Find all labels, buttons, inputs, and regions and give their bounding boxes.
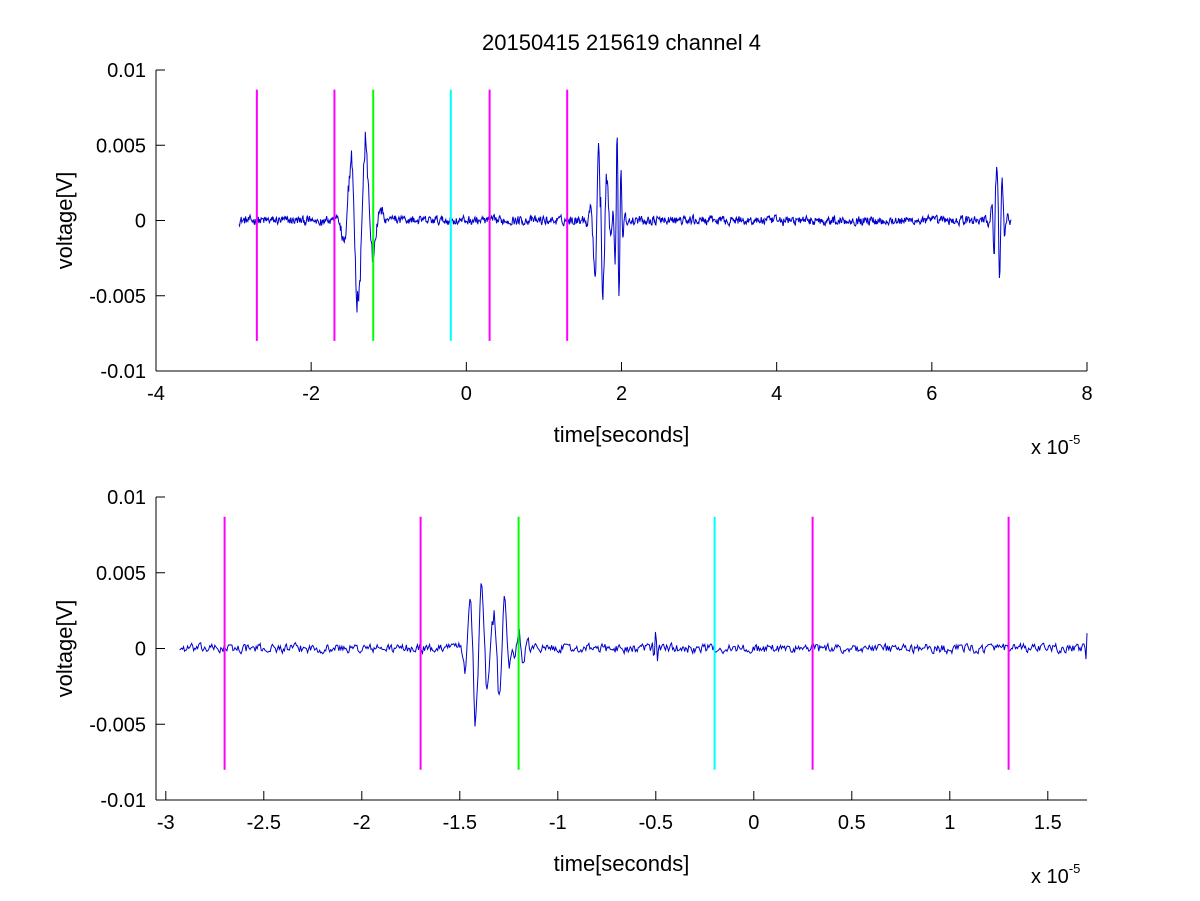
y-axis-label: voltage[V] (52, 600, 77, 698)
x-tick-label: 1 (944, 812, 955, 834)
x-tick-label: -0.5 (639, 812, 673, 834)
x-tick-label: 2 (616, 383, 627, 405)
x-tick-label: -1 (549, 812, 567, 834)
x-tick-label: 8 (1081, 383, 1092, 405)
x-tick-label: 1.5 (1034, 812, 1062, 834)
x-tick-label: 4 (771, 383, 782, 405)
x-tick-label: 6 (926, 383, 937, 405)
top-plot: 20150415 215619 channel 4 -4 -2 0 2 4 6 8 -0.01 -… (52, 30, 1093, 459)
x-tick-label: 0.5 (838, 812, 866, 834)
x-multiplier-base: x 10 (1031, 437, 1069, 459)
y-tick-label: 0.01 (107, 60, 146, 82)
x-tick-label: -4 (147, 383, 165, 405)
y-tick-label: 0.005 (96, 563, 146, 585)
x-tick-label: -1.5 (443, 812, 477, 834)
x-multiplier-label: x 10-5 (1031, 432, 1080, 459)
x-tick-label: -2 (353, 812, 371, 834)
signal-series-line (179, 583, 1088, 727)
x-axis-label: time[seconds] (554, 422, 690, 447)
y-tick-label: 0 (135, 639, 146, 661)
x-tick-label: -2 (302, 383, 320, 405)
y-tick-label: 0.01 (107, 487, 146, 509)
x-tick-label: 0 (748, 812, 759, 834)
x-tick-label: -2.5 (247, 812, 281, 834)
y-tick-label: -0.01 (100, 790, 146, 812)
x-multiplier-label: x 10-5 (1031, 861, 1080, 888)
x-multiplier-exponent: -5 (1069, 432, 1081, 447)
x-multiplier-base: x 10 (1031, 866, 1069, 888)
x-tick-label: 0 (461, 383, 472, 405)
y-axis-label: voltage[V] (52, 172, 77, 270)
y-tick-label: -0.01 (100, 361, 146, 383)
signal-series-line (238, 131, 1012, 313)
x-tick-label: -3 (157, 812, 175, 834)
y-tick-label: -0.005 (89, 714, 146, 736)
x-axis-label: time[seconds] (554, 851, 690, 876)
x-multiplier-exponent: -5 (1069, 861, 1081, 876)
y-tick-label: 0 (135, 211, 146, 233)
y-tick-label: 0.005 (96, 135, 146, 157)
bottom-plot: -3 -2.5 -2 -1.5 -1 -0.5 0 0.5 1 1.5 -0.01 -0.005 0 0.… (52, 487, 1088, 888)
y-tick-label: -0.005 (89, 286, 146, 308)
chart-title: 20150415 215619 channel 4 (482, 30, 761, 55)
